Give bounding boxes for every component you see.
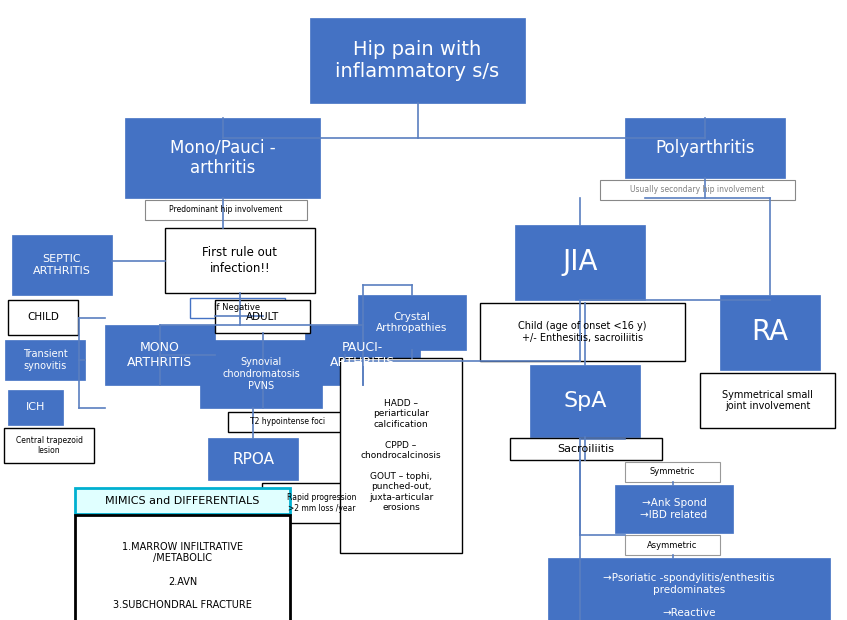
Text: ICH: ICH — [25, 402, 45, 412]
FancyBboxPatch shape — [12, 235, 112, 295]
FancyBboxPatch shape — [215, 300, 310, 333]
Text: Crystal
Arthropathies: Crystal Arthropathies — [376, 312, 448, 334]
FancyBboxPatch shape — [310, 18, 525, 103]
Text: 1.MARROW INFILTRATIVE
/METABOLIC

2.AVN

3.SUBCHONDRAL FRACTURE

4.OSTEOID OSTEO: 1.MARROW INFILTRATIVE /METABOLIC 2.AVN 3… — [113, 542, 252, 620]
FancyBboxPatch shape — [600, 180, 795, 200]
FancyBboxPatch shape — [358, 295, 466, 350]
FancyBboxPatch shape — [75, 515, 290, 620]
FancyBboxPatch shape — [125, 118, 320, 198]
FancyBboxPatch shape — [8, 390, 63, 425]
FancyBboxPatch shape — [305, 325, 420, 385]
Text: T2 hypointense foci: T2 hypointense foci — [251, 417, 325, 427]
Text: Hip pain with
inflammatory s/s: Hip pain with inflammatory s/s — [335, 40, 500, 81]
Text: HADD –
periarticular
calcification

CPPD –
chondrocalcinosis

GOUT – tophi,
punc: HADD – periarticular calcification CPPD … — [361, 399, 441, 512]
Text: RA: RA — [751, 319, 789, 347]
Text: SEPTIC
ARTHRITIS: SEPTIC ARTHRITIS — [33, 254, 91, 276]
FancyBboxPatch shape — [4, 428, 94, 463]
Text: ADULT: ADULT — [246, 311, 280, 322]
FancyBboxPatch shape — [190, 298, 285, 318]
FancyBboxPatch shape — [5, 340, 85, 380]
FancyBboxPatch shape — [8, 300, 78, 335]
Text: Predominant hip involvement: Predominant hip involvement — [169, 205, 283, 215]
Text: RPOA: RPOA — [232, 451, 274, 466]
Text: First rule out
infection!!: First rule out infection!! — [202, 247, 278, 275]
Text: Synovial
chondromatosis
PVNS: Synovial chondromatosis PVNS — [222, 357, 300, 391]
FancyBboxPatch shape — [548, 558, 830, 620]
FancyBboxPatch shape — [615, 485, 733, 533]
Text: Sacroiliitis: Sacroiliitis — [557, 444, 615, 454]
Text: →Psoriatic -spondylitis/enthesitis
predominates

→Reactive: →Psoriatic -spondylitis/enthesitis predo… — [603, 573, 775, 618]
FancyBboxPatch shape — [75, 488, 290, 514]
FancyBboxPatch shape — [200, 340, 322, 408]
FancyBboxPatch shape — [480, 303, 685, 361]
FancyBboxPatch shape — [105, 325, 215, 385]
FancyBboxPatch shape — [720, 295, 820, 370]
FancyBboxPatch shape — [145, 200, 307, 220]
Text: Symmetrical small
joint involvement: Symmetrical small joint involvement — [722, 390, 813, 411]
Text: Rapid progression
>2 mm loss /year: Rapid progression >2 mm loss /year — [287, 494, 357, 513]
Text: Usually secondary hip involvement: Usually secondary hip involvement — [630, 185, 765, 195]
Text: MONO
ARTHRITIS: MONO ARTHRITIS — [127, 341, 192, 369]
Text: SpA: SpA — [563, 391, 606, 411]
FancyBboxPatch shape — [625, 535, 720, 555]
FancyBboxPatch shape — [165, 228, 315, 293]
Text: Child (age of onset <16 y)
+/- Enthesitis, sacroiliitis: Child (age of onset <16 y) +/- Enthesiti… — [518, 321, 647, 343]
FancyBboxPatch shape — [625, 462, 720, 482]
FancyBboxPatch shape — [530, 365, 640, 437]
FancyBboxPatch shape — [515, 225, 645, 300]
Text: Polyarthritis: Polyarthritis — [656, 139, 755, 157]
FancyBboxPatch shape — [700, 373, 835, 428]
Text: JIA: JIA — [562, 249, 598, 277]
FancyBboxPatch shape — [340, 358, 462, 553]
Text: If Negative: If Negative — [214, 304, 261, 312]
FancyBboxPatch shape — [510, 438, 662, 460]
Text: MIMICS and DIFFERENTIALS: MIMICS and DIFFERENTIALS — [105, 496, 260, 506]
Text: CHILD: CHILD — [27, 312, 59, 322]
Text: PAUCI-
ARTHRITIS: PAUCI- ARTHRITIS — [329, 341, 395, 369]
Text: Symmetric: Symmetric — [650, 467, 695, 477]
Text: Transient
synovitis: Transient synovitis — [23, 349, 68, 371]
FancyBboxPatch shape — [625, 118, 785, 178]
Text: Mono/Pauci -
arthritis: Mono/Pauci - arthritis — [169, 139, 275, 177]
Text: Asymmetric: Asymmetric — [647, 541, 698, 549]
FancyBboxPatch shape — [208, 438, 298, 480]
FancyBboxPatch shape — [228, 412, 348, 432]
FancyBboxPatch shape — [262, 483, 382, 523]
Text: Central trapezoid
lesion: Central trapezoid lesion — [15, 436, 82, 455]
Text: →Ank Spond
→IBD related: →Ank Spond →IBD related — [640, 498, 707, 520]
